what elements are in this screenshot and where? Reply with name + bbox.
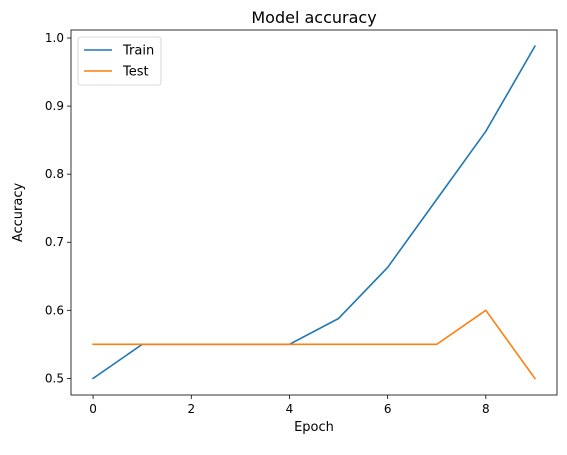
x-tick-label: 4	[286, 402, 294, 416]
y-axis-label: Accuracy	[11, 183, 26, 243]
x-tick-label: 6	[384, 402, 392, 416]
y-tick-label: 0.7	[45, 235, 64, 249]
y-tick-label: 0.6	[45, 303, 64, 317]
series-line-train	[91, 45, 537, 380]
legend-box	[77, 36, 162, 86]
x-tick-label: 2	[187, 402, 195, 416]
x-tick-label: 0	[89, 402, 97, 416]
x-tick-label: 8	[482, 402, 490, 416]
legend: Train Test	[77, 36, 162, 86]
legend-label-train: Train	[122, 44, 154, 59]
y-tick-label: 0.5	[45, 371, 64, 385]
plot-area-frame	[70, 29, 558, 396]
series-lines	[91, 45, 537, 380]
chart-title: Model accuracy	[251, 8, 376, 27]
x-axis-ticks: 0 2 4 6 8	[89, 395, 490, 416]
x-axis-label: Epoch	[294, 420, 334, 435]
series-line-test	[92, 309, 537, 380]
legend-label-test: Test	[122, 65, 149, 80]
y-tick-label: 1.0	[45, 31, 64, 45]
y-tick-label: 0.9	[45, 99, 64, 113]
y-tick-label: 0.8	[45, 167, 64, 181]
y-axis-ticks: 0.5 0.6 0.7 0.8 0.9 1.0	[45, 31, 71, 385]
